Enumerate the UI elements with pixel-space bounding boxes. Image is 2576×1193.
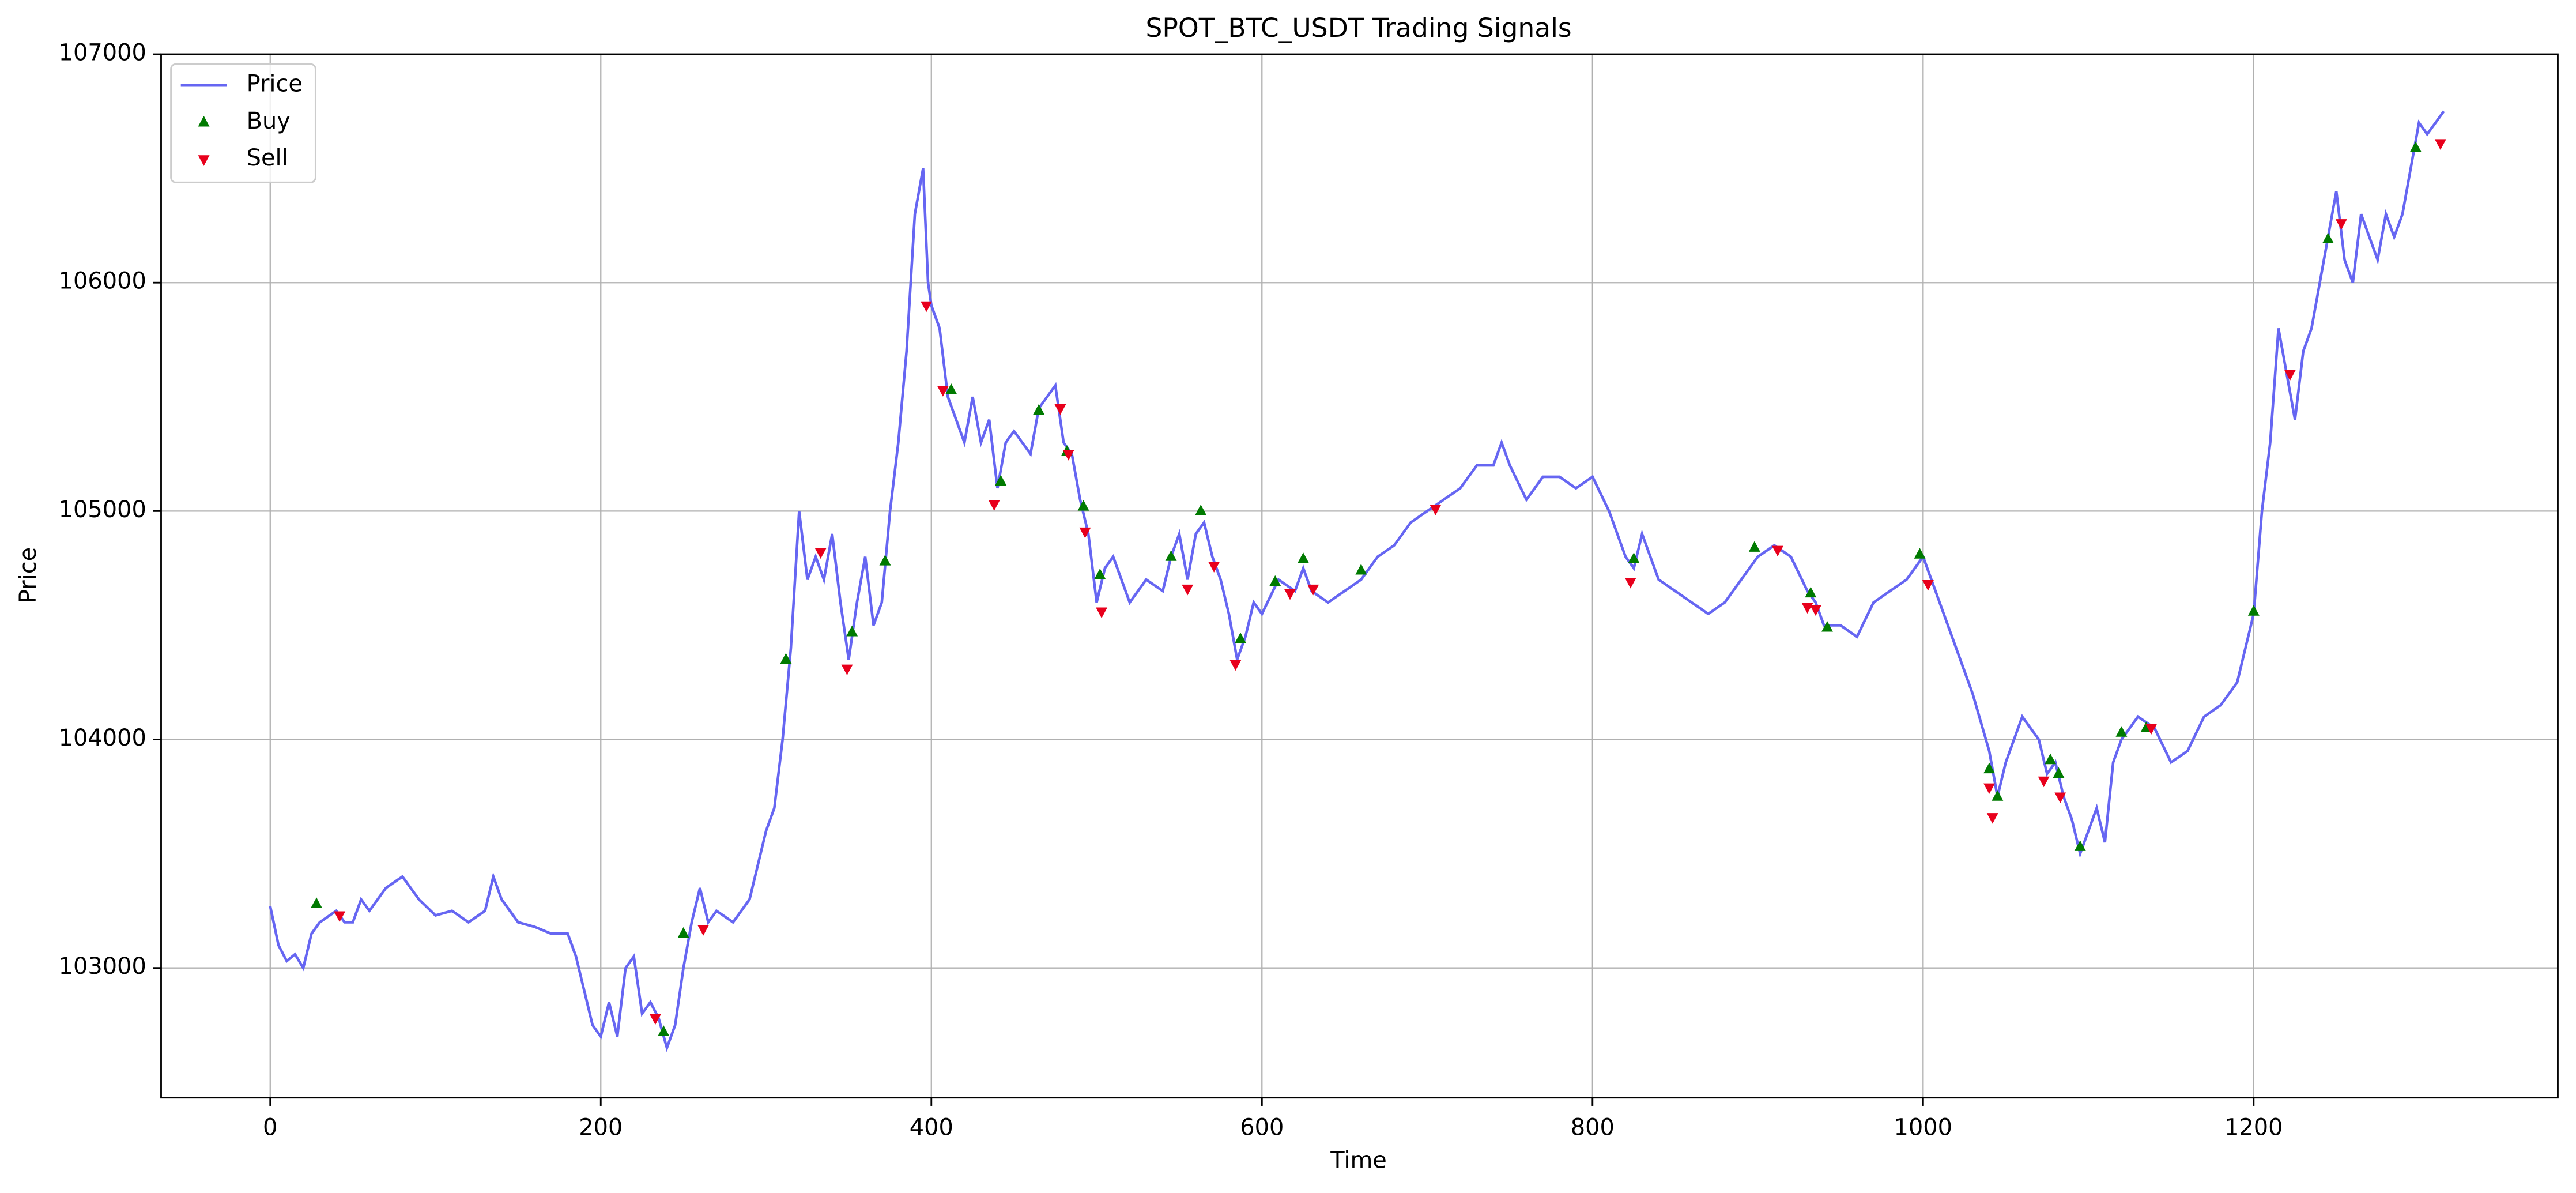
y-tick-label: 107000 xyxy=(59,40,146,66)
signal-marker xyxy=(846,625,858,637)
x-tick-label: 1000 xyxy=(1894,1114,1952,1141)
signal-marker xyxy=(841,664,853,676)
x-axis-label: Time xyxy=(1330,1147,1387,1173)
y-tick-label: 103000 xyxy=(59,953,146,980)
x-tick-label: 600 xyxy=(1240,1114,1284,1141)
signal-marker xyxy=(1079,527,1091,539)
signal-marker xyxy=(1297,552,1309,563)
signal-marker xyxy=(2284,370,2296,381)
signal-marker xyxy=(1229,660,1242,671)
chart-title: SPOT_BTC_USDT Trading Signals xyxy=(1145,13,1571,43)
signal-marker xyxy=(1986,813,1998,824)
signal-marker xyxy=(814,548,827,559)
signal-marker xyxy=(1628,552,1640,563)
signal-marker xyxy=(1624,578,1636,589)
legend: Price Buy Sell xyxy=(170,63,316,183)
signal-marker xyxy=(2335,219,2347,230)
signal-marker xyxy=(677,927,689,938)
signal-marker xyxy=(1269,575,1281,586)
signal-marker xyxy=(697,925,710,936)
x-tick-label: 400 xyxy=(910,1114,953,1141)
signal-marker xyxy=(2322,232,2334,244)
signal-marker xyxy=(1922,580,1934,591)
signal-marker xyxy=(1096,607,1108,619)
signal-marker xyxy=(2038,776,2050,788)
signal-marker xyxy=(1307,584,1319,596)
y-tick-label: 104000 xyxy=(59,725,146,751)
signal-marker xyxy=(1165,550,1177,561)
x-tick-label: 0 xyxy=(263,1114,277,1141)
signal-marker xyxy=(1235,632,1246,643)
signal-marker xyxy=(1355,563,1367,575)
y-tick-label: 105000 xyxy=(59,496,146,523)
signal-marker xyxy=(1284,589,1296,600)
signal-marker xyxy=(1821,621,1833,632)
signal-marker xyxy=(1771,545,1783,557)
signal-marker xyxy=(1182,584,1194,596)
signal-marker xyxy=(2409,141,2422,152)
signal-marker xyxy=(1983,783,1995,795)
signal-marker xyxy=(1430,505,1442,515)
signal-marker xyxy=(649,1014,661,1025)
signal-marker xyxy=(1914,548,1926,559)
legend-swatch xyxy=(198,115,210,127)
signal-marker xyxy=(1805,586,1817,598)
legend-box xyxy=(170,63,316,183)
y-tick-label: 106000 xyxy=(59,268,146,295)
signal-marker xyxy=(879,555,891,566)
signal-marker xyxy=(2054,792,2066,803)
signal-marker xyxy=(1748,541,1760,552)
signal-marker xyxy=(1208,562,1220,573)
signal-marker xyxy=(2247,605,2260,616)
signal-marker xyxy=(2074,840,2086,851)
signal-marker xyxy=(2053,767,2065,778)
signal-marker xyxy=(2045,753,2057,765)
signal-marker xyxy=(658,1025,670,1036)
signal-marker xyxy=(988,500,1000,511)
plot xyxy=(269,110,2446,1052)
x-tick-label: 200 xyxy=(579,1114,623,1141)
signal-marker xyxy=(1809,605,1821,616)
price-line xyxy=(269,110,2445,1052)
legend-label: Buy xyxy=(247,108,291,134)
signal-marker xyxy=(311,897,323,908)
signal-marker xyxy=(921,301,933,313)
signal-marker xyxy=(1062,450,1074,461)
signal-marker xyxy=(1195,504,1207,515)
signal-marker xyxy=(1094,568,1106,579)
signal-marker xyxy=(2145,724,2158,735)
x-tick-label: 1200 xyxy=(2224,1114,2283,1141)
x-tick-label: 800 xyxy=(1571,1114,1615,1141)
signal-marker xyxy=(995,475,1007,486)
signal-marker xyxy=(1077,500,1089,511)
signal-marker xyxy=(1054,404,1066,415)
signal-marker xyxy=(334,911,346,922)
signal-marker xyxy=(945,383,957,394)
axes-frame xyxy=(160,53,2559,1099)
y-axis-label: Price xyxy=(15,547,42,603)
signal-marker xyxy=(1983,762,1995,774)
signal-marker xyxy=(2115,726,2128,737)
signal-marker xyxy=(1992,790,2004,801)
legend-swatch xyxy=(198,155,210,166)
signal-marker xyxy=(937,386,949,397)
signal-marker xyxy=(1033,404,1045,415)
legend-label: Sell xyxy=(247,145,288,171)
legend-label: Price xyxy=(247,71,303,97)
signal-marker xyxy=(780,653,792,664)
signal-marker xyxy=(2434,139,2446,150)
